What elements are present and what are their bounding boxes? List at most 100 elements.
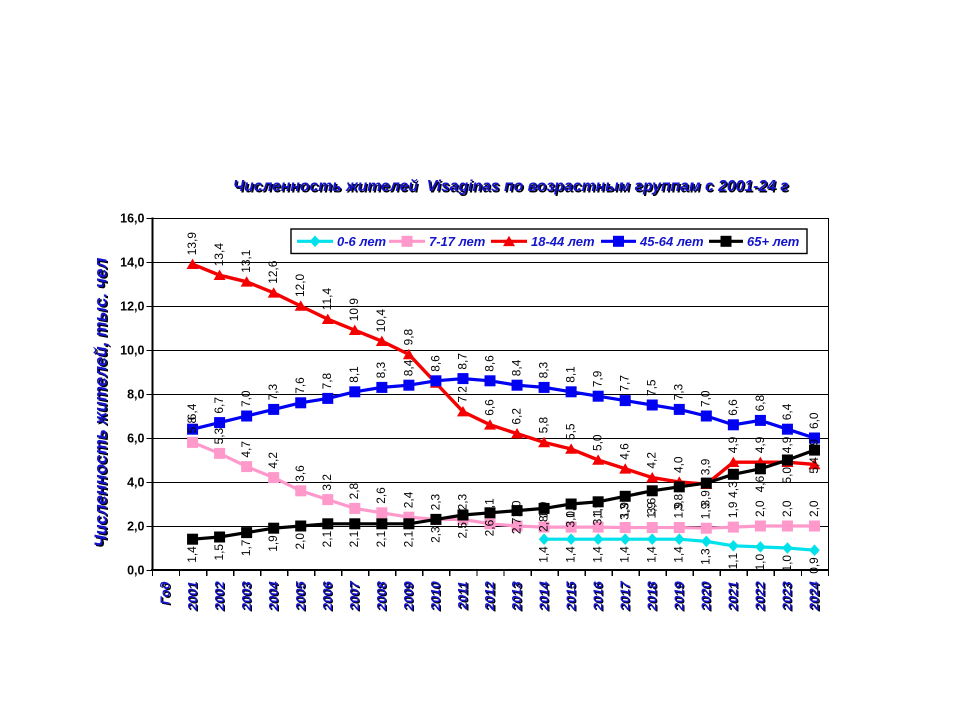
svg-text:2002: 2002 [212,581,227,612]
svg-text:2021: 2021 [727,582,742,612]
svg-text:3,3: 3,3 [618,503,632,520]
svg-text:6,0: 6,0 [807,412,821,429]
svg-text:0,0: 0,0 [127,563,144,577]
svg-text:2,3: 2,3 [428,526,442,543]
svg-text:2018: 2018 [644,581,659,612]
svg-text:3,0: 3,0 [564,511,578,528]
svg-text:1,9: 1,9 [536,501,550,518]
svg-text:1,7: 1,7 [239,539,253,556]
svg-text:2006: 2006 [321,582,336,613]
svg-text:2,1: 2,1 [482,498,496,515]
svg-text:1,9: 1,9 [726,501,740,518]
svg-text:1,9: 1,9 [266,535,280,552]
svg-text:10,4: 10,4 [374,309,388,333]
svg-text:2012: 2012 [483,582,498,613]
svg-text:8,0: 8,0 [127,387,144,401]
svg-text:2004: 2004 [267,582,282,613]
svg-text:2009: 2009 [401,581,416,612]
svg-text:2,0: 2,0 [127,519,144,533]
svg-text:6,8: 6,8 [753,394,767,411]
svg-text:1,9: 1,9 [699,502,713,519]
svg-text:7,9: 7,9 [591,370,605,387]
svg-text:4,9: 4,9 [780,436,794,453]
svg-text:7,0: 7,0 [699,390,713,407]
svg-text:2,6: 2,6 [482,519,496,536]
svg-text:4,2: 4,2 [266,452,280,469]
svg-text:5,0: 5,0 [591,434,605,451]
svg-text:1,5: 1,5 [212,544,226,561]
svg-text:2022: 2022 [753,581,768,612]
svg-text:2,1: 2,1 [347,530,361,547]
svg-text:1,4: 1,4 [672,546,686,563]
svg-text:0-6 лет: 0-6 лет [337,234,387,249]
svg-text:3,9: 3,9 [699,490,713,507]
svg-text:2005: 2005 [294,582,309,613]
svg-text:2,0: 2,0 [807,500,821,517]
svg-text:2,4: 2,4 [401,491,415,508]
svg-text:6,0: 6,0 [127,431,144,445]
svg-text:2021: 2021 [726,581,741,611]
svg-text:2,0: 2,0 [753,500,767,517]
svg-text:8,3: 8,3 [374,361,388,378]
svg-text:2018: 2018 [646,582,661,613]
svg-text:2007: 2007 [347,581,362,612]
svg-text:1,4: 1,4 [564,546,578,563]
svg-text:2003: 2003 [240,582,255,613]
svg-text:1,9: 1,9 [564,501,578,518]
svg-text:6,2: 6,2 [509,408,523,425]
svg-text:3,2: 3,2 [320,474,334,491]
svg-text:2,0: 2,0 [509,500,523,517]
svg-text:8,1: 8,1 [564,366,578,383]
svg-text:2,1: 2,1 [401,530,415,547]
svg-text:1,9: 1,9 [645,502,659,519]
svg-text:Численность жителей, тыс. чел: Численность жителей, тыс. чел [93,259,112,549]
svg-text:65+ лет: 65+ лет [747,234,800,249]
svg-text:2010: 2010 [429,582,444,613]
svg-text:4,3: 4,3 [726,481,740,498]
svg-text:2,3: 2,3 [428,493,442,510]
svg-text:3,6: 3,6 [645,497,659,514]
svg-text:10,9: 10,9 [347,298,361,322]
svg-text:7-17 лет: 7-17 лет [429,234,486,249]
svg-text:Численность жителей, тыс. чел: Численность жителей, тыс. чел [92,257,111,547]
svg-text:8,1: 8,1 [347,366,361,383]
svg-text:8,4: 8,4 [401,359,415,376]
svg-text:1,4: 1,4 [185,546,199,563]
svg-text:2015: 2015 [564,582,579,613]
svg-text:1,4: 1,4 [536,546,550,563]
svg-text:8,6: 8,6 [482,355,496,372]
svg-text:8,4: 8,4 [509,359,523,376]
svg-text:1,4: 1,4 [618,546,632,563]
svg-text:2,5: 2,5 [455,522,469,539]
svg-text:7,6: 7,6 [293,377,307,394]
svg-text:4,0: 4,0 [672,456,686,473]
svg-text:8,6: 8,6 [428,355,442,372]
svg-text:Численность жителей Visaginas: Численность жителей Visaginas по возраст… [234,179,790,196]
svg-text:1,3: 1,3 [699,548,713,565]
svg-text:5,8: 5,8 [185,416,199,433]
svg-text:13,9: 13,9 [185,232,199,256]
svg-text:1,9: 1,9 [618,502,632,519]
svg-text:2003: 2003 [239,581,254,612]
svg-text:4,9: 4,9 [753,436,767,453]
svg-text:2011: 2011 [456,582,471,611]
svg-text:18-44 лет: 18-44 лет [531,234,595,249]
svg-text:6,4: 6,4 [780,403,794,420]
svg-text:Год: Год [158,581,173,604]
svg-text:2,3: 2,3 [455,493,469,510]
svg-text:4,0: 4,0 [127,475,144,489]
svg-text:2020: 2020 [700,582,715,613]
svg-text:1,9: 1,9 [672,502,686,519]
svg-text:0,9: 0,9 [807,557,821,574]
svg-text:2,7: 2,7 [509,517,523,534]
svg-text:5,0: 5,0 [780,467,794,484]
svg-text:12,0: 12,0 [293,273,307,297]
svg-text:2014: 2014 [536,581,551,612]
svg-text:2,0: 2,0 [293,533,307,550]
svg-text:7,0: 7,0 [239,390,253,407]
svg-text:2002: 2002 [213,582,228,613]
svg-text:1,4: 1,4 [645,546,659,563]
svg-text:8,3: 8,3 [536,361,550,378]
svg-text:2,8: 2,8 [536,515,550,532]
svg-text:4,9: 4,9 [807,438,821,455]
